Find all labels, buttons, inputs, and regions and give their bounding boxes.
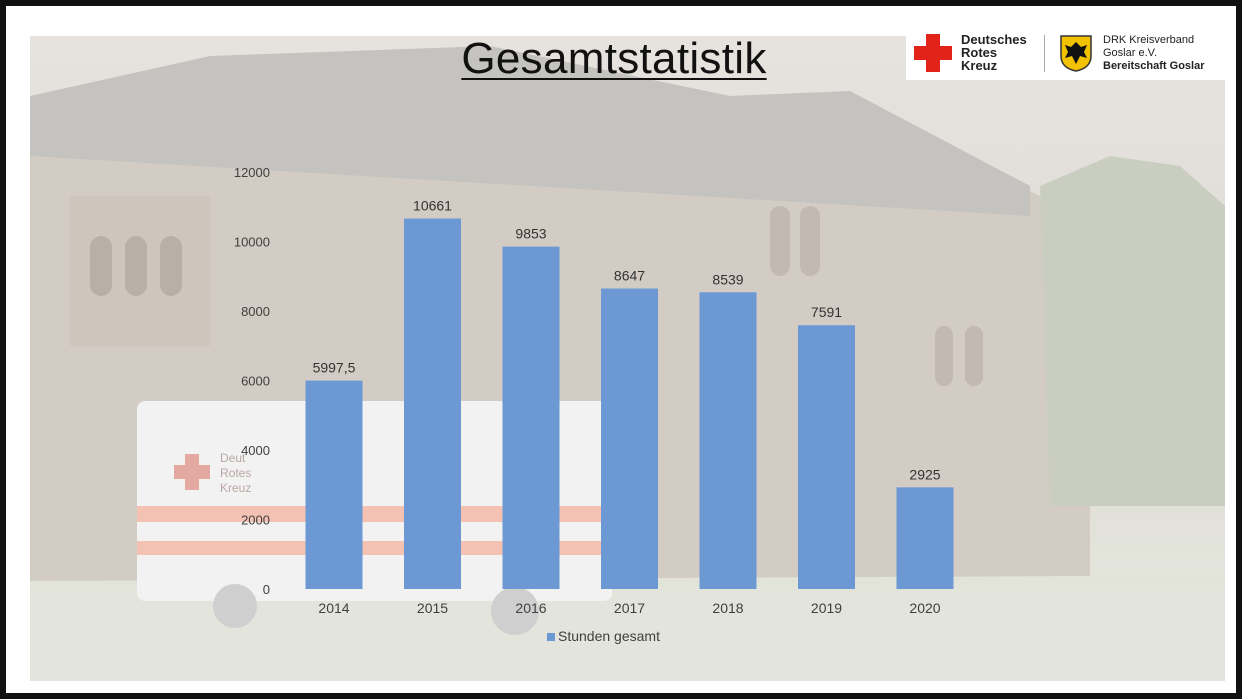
- association-line-2: Goslar e.V.: [1103, 47, 1158, 59]
- data-labels: 5997,5 10661 9853 8647 8539 7591 2925: [313, 198, 941, 483]
- bar-value-label: 8647: [614, 268, 645, 284]
- ambulance-lettering-2: Rotes: [220, 466, 251, 480]
- bar-value-label: 5997,5: [313, 360, 356, 376]
- bar-value-label: 9853: [515, 226, 546, 242]
- y-axis: 0 2000 4000 6000 8000 10000 12000: [234, 165, 270, 597]
- legend: Stunden gesamt: [547, 628, 660, 644]
- x-tick-label: 2017: [614, 600, 645, 616]
- y-tick-label: 2000: [241, 513, 270, 528]
- x-tick-label: 2018: [712, 600, 743, 616]
- y-tick-label: 6000: [241, 374, 270, 389]
- ambulance-lettering-3: Kreuz: [220, 481, 251, 495]
- x-tick-label: 2015: [417, 600, 448, 616]
- x-tick-label: 2016: [515, 600, 546, 616]
- bar: [502, 246, 560, 589]
- x-tick-label: 2020: [909, 600, 940, 616]
- y-tick-label: 12000: [234, 165, 270, 180]
- association-name: DRK Kreisverband Goslar e.V. Bereitschaf…: [1103, 34, 1204, 73]
- ambulance: Deut Rotes Kreuz: [137, 401, 612, 635]
- unit-name: Bereitschaft Goslar: [1103, 60, 1205, 72]
- legend-label: Stunden gesamt: [558, 628, 660, 644]
- legend-swatch: [547, 633, 555, 641]
- slide-frame: Deut Rotes Kreuz Deutsches Rotes Kreuz D…: [6, 6, 1236, 693]
- bar: [699, 292, 757, 589]
- ambulance-lettering-1: Deut: [220, 451, 246, 465]
- red-cross-icon: [914, 34, 952, 72]
- bar: [896, 487, 954, 589]
- logo-divider: [1044, 35, 1045, 72]
- bar: [601, 288, 658, 589]
- logo-name-line-1: Deutsches: [961, 32, 1027, 47]
- bar: [798, 325, 855, 589]
- slide-title: Gesamtstatistik: [461, 34, 767, 83]
- y-tick-label: 0: [263, 582, 270, 597]
- y-tick-label: 4000: [241, 443, 270, 458]
- x-tick-label: 2014: [318, 600, 349, 616]
- bar: [404, 218, 461, 589]
- eagle-crest-icon: [1060, 35, 1092, 72]
- x-tick-label: 2019: [811, 600, 842, 616]
- bar: [305, 380, 363, 589]
- drk-wordmark: Deutsches Rotes Kreuz: [961, 33, 1027, 72]
- x-axis: 2014 2015 2016 2017 2018 2019 2020: [318, 600, 940, 616]
- y-tick-label: 8000: [241, 304, 270, 319]
- bar-value-label: 7591: [811, 304, 842, 320]
- bar-chart: 0 2000 4000 6000 8000 10000 12000 5997,5 10661 9…: [234, 165, 954, 644]
- drk-logo-banner: Deutsches Rotes Kreuz DRK Kreisverband G…: [906, 26, 1226, 80]
- bar-value-label: 2925: [909, 466, 940, 482]
- bars: [305, 218, 954, 589]
- bar-value-label: 10661: [413, 198, 452, 214]
- association-line-1: DRK Kreisverband: [1103, 34, 1195, 46]
- logo-name-line-3: Kreuz: [961, 58, 998, 73]
- logo-name-line-2: Rotes: [961, 45, 998, 60]
- bar-value-label: 8539: [712, 271, 743, 287]
- y-tick-label: 10000: [234, 235, 270, 250]
